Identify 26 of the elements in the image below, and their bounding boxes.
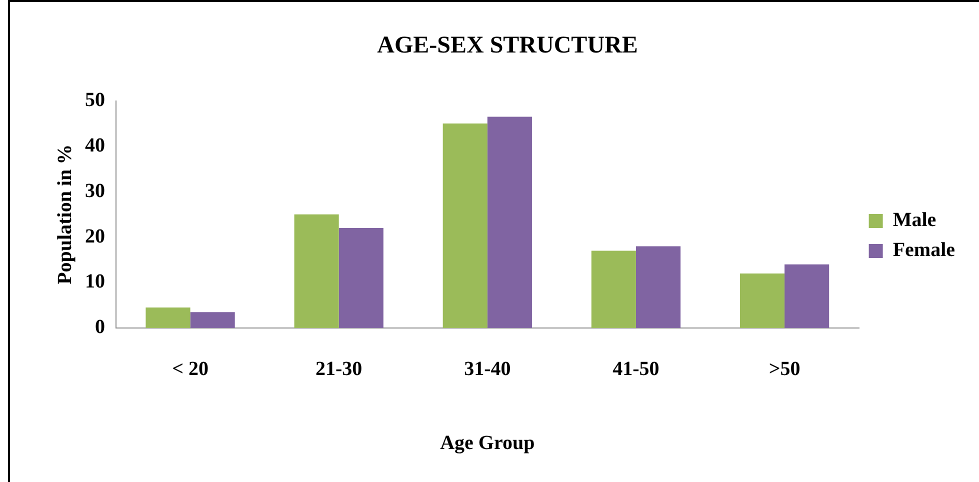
y-tick-label: 0 <box>95 316 105 338</box>
bar <box>487 116 532 328</box>
bar <box>591 250 636 328</box>
x-axis-title: Age Group <box>440 432 535 454</box>
legend-label: Female <box>892 239 956 262</box>
bar <box>784 264 830 328</box>
x-tick-label: < 20 <box>172 358 208 380</box>
bar <box>190 312 235 328</box>
bar <box>338 228 384 328</box>
bar <box>442 124 488 328</box>
bar <box>294 214 339 328</box>
x-tick-label: 31-40 <box>464 358 511 380</box>
bar <box>636 246 681 328</box>
y-tick-label: 20 <box>85 225 105 248</box>
legend-label: Male <box>892 209 936 232</box>
bar <box>146 308 190 328</box>
x-tick-label: >50 <box>768 358 800 380</box>
y-tick-label: 10 <box>85 270 105 293</box>
x-tick-label: 41-50 <box>612 358 660 380</box>
bar <box>740 273 785 328</box>
y-axis-title: Population in % <box>54 144 76 284</box>
chart-title: AGE-SEX STRUCTURE <box>377 32 638 59</box>
x-tick-label: 21-30 <box>316 358 362 380</box>
y-tick-label: 30 <box>85 180 105 202</box>
y-tick-label: 40 <box>85 134 105 156</box>
y-tick-label: 50 <box>85 88 105 111</box>
